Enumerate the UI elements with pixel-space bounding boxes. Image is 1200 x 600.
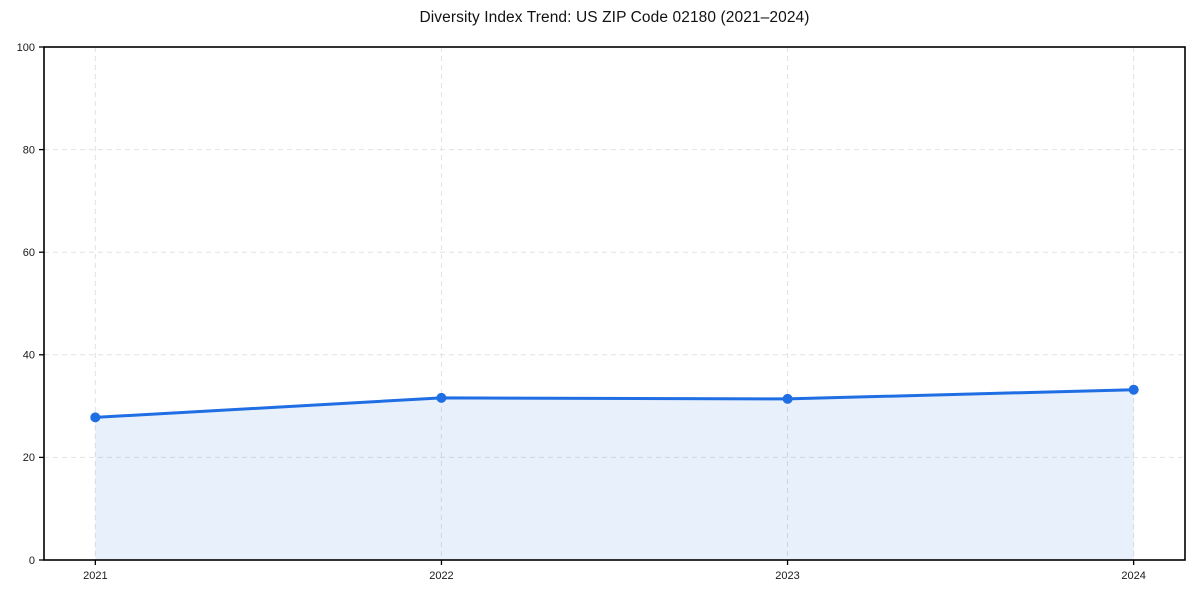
x-tick-label: 2021 [83, 570, 107, 582]
y-tick-label: 0 [29, 555, 35, 567]
chart-title: Diversity Index Trend: US ZIP Code 02180… [419, 9, 810, 26]
data-point-2022 [436, 392, 447, 403]
data-point-2024 [1128, 384, 1139, 395]
y-tick-label: 40 [23, 350, 35, 362]
y-tick-label: 20 [23, 452, 35, 464]
x-tick-label: 2023 [775, 570, 799, 582]
data-point-2023 [782, 393, 793, 404]
y-tick-label: 80 [23, 144, 35, 156]
data-point-2021 [90, 412, 101, 423]
area-fill [95, 389, 1134, 560]
y-tick-label: 100 [17, 42, 35, 54]
y-tick-label: 60 [23, 247, 35, 259]
trend-line [93, 388, 1136, 419]
x-tick-label: 2024 [1121, 570, 1145, 582]
x-tick-label: 2022 [429, 570, 453, 582]
plot-border [43, 46, 1186, 561]
